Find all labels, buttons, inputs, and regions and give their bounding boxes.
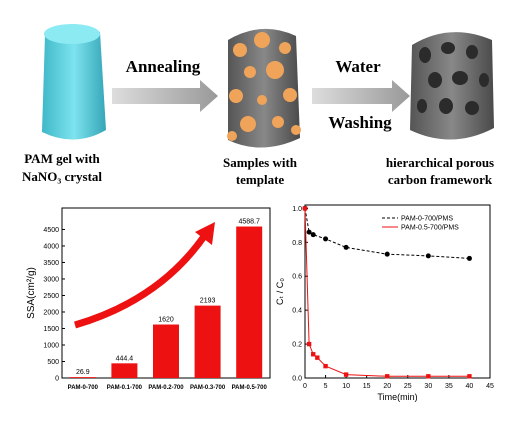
- y-tick-label: 1500: [43, 326, 59, 333]
- x-tick-label: 0: [303, 383, 307, 390]
- x-tick-label: PAM-0.5-700: [232, 385, 268, 391]
- point: [425, 253, 431, 259]
- caption: template: [236, 172, 285, 187]
- point: [467, 374, 472, 379]
- y-tick-label: 4000: [43, 243, 59, 250]
- y-tick-label: 1000: [43, 342, 59, 349]
- point: [323, 363, 328, 369]
- point: [306, 341, 312, 347]
- caption: NaNO₃ crystal: [22, 169, 102, 184]
- value-label: 4588.7: [238, 219, 260, 226]
- arrow: [112, 80, 218, 112]
- x-tick-label: 10: [342, 383, 350, 390]
- x-tick-label: 35: [445, 383, 453, 390]
- y-tick-label: 3500: [43, 260, 59, 267]
- caption: PAM gel with: [24, 151, 100, 166]
- bar: [236, 226, 263, 378]
- y-tick-label: 2500: [43, 293, 59, 300]
- point: [343, 244, 349, 250]
- point: [323, 236, 329, 242]
- x-tick-label: 15: [363, 383, 371, 390]
- trend-arrow: [195, 222, 215, 245]
- bar: [194, 305, 221, 378]
- caption: Samples with: [223, 155, 298, 170]
- trend-arrow: [74, 233, 208, 329]
- x-tick-label: 20: [383, 383, 391, 390]
- point: [385, 374, 390, 379]
- x-tick-label: 40: [466, 383, 474, 390]
- bar: [153, 324, 179, 378]
- series-line: [304, 208, 470, 377]
- x-axis-label: Time(min): [377, 392, 417, 402]
- x-tick-label: 45: [486, 383, 494, 390]
- y-tick-label: 500: [47, 359, 59, 366]
- y-tick-label: 0.0: [292, 376, 302, 383]
- x-tick-label: 25: [404, 383, 412, 390]
- y-tick-label: 2000: [43, 309, 59, 316]
- point: [302, 206, 308, 211]
- arrow: [312, 80, 410, 112]
- y-tick-label: 0.8: [292, 240, 302, 247]
- point: [306, 229, 312, 235]
- x-tick-label: 30: [424, 383, 432, 390]
- caption: hierarchical porous: [386, 155, 494, 170]
- y-tick-label: 4500: [43, 227, 59, 234]
- porous-image: [410, 32, 494, 140]
- value-label: 26.9: [76, 369, 90, 376]
- series-line: [304, 208, 470, 259]
- caption: carbon framework: [388, 172, 493, 187]
- point: [466, 255, 472, 261]
- point: [384, 251, 390, 257]
- step-label: Annealing: [126, 57, 201, 76]
- y-tick-label: 0.6: [292, 274, 302, 281]
- frame: [304, 204, 491, 379]
- x-tick-label: PAM-0.2-700: [148, 385, 184, 391]
- x-tick-label: 5: [324, 383, 328, 390]
- y-tick-label: 3000: [43, 276, 59, 283]
- x-tick-label: PAM-0.1-700: [107, 385, 143, 391]
- gel-image: [42, 24, 106, 140]
- legend-label: PAM-0-700/PMS: [401, 216, 453, 223]
- point: [343, 372, 349, 377]
- step-label: Washing: [328, 113, 392, 132]
- x-tick-label: PAM-0.3-700: [190, 385, 226, 391]
- point: [310, 232, 316, 238]
- value-label: 2193: [200, 298, 216, 305]
- point: [426, 374, 431, 379]
- y-tick-label: 0: [55, 376, 59, 383]
- bar: [69, 377, 96, 378]
- value-label: 444.4: [116, 355, 134, 362]
- x-tick-label: PAM-0-700: [68, 385, 99, 391]
- y-axis-label: Cₜ / C₀: [275, 278, 285, 305]
- bar: [111, 363, 138, 378]
- template-image: [227, 28, 301, 148]
- y-axis-label: SSA(cm²/g): [26, 267, 37, 319]
- legend-label: PAM-0.5-700/PMS: [401, 225, 459, 232]
- point: [315, 355, 320, 360]
- y-tick-label: 1.0: [292, 206, 302, 213]
- value-label: 1620: [158, 317, 174, 324]
- point: [311, 352, 316, 357]
- step-label: Water: [335, 57, 381, 76]
- y-tick-label: 0.4: [292, 308, 302, 315]
- y-tick-label: 0.2: [292, 342, 302, 349]
